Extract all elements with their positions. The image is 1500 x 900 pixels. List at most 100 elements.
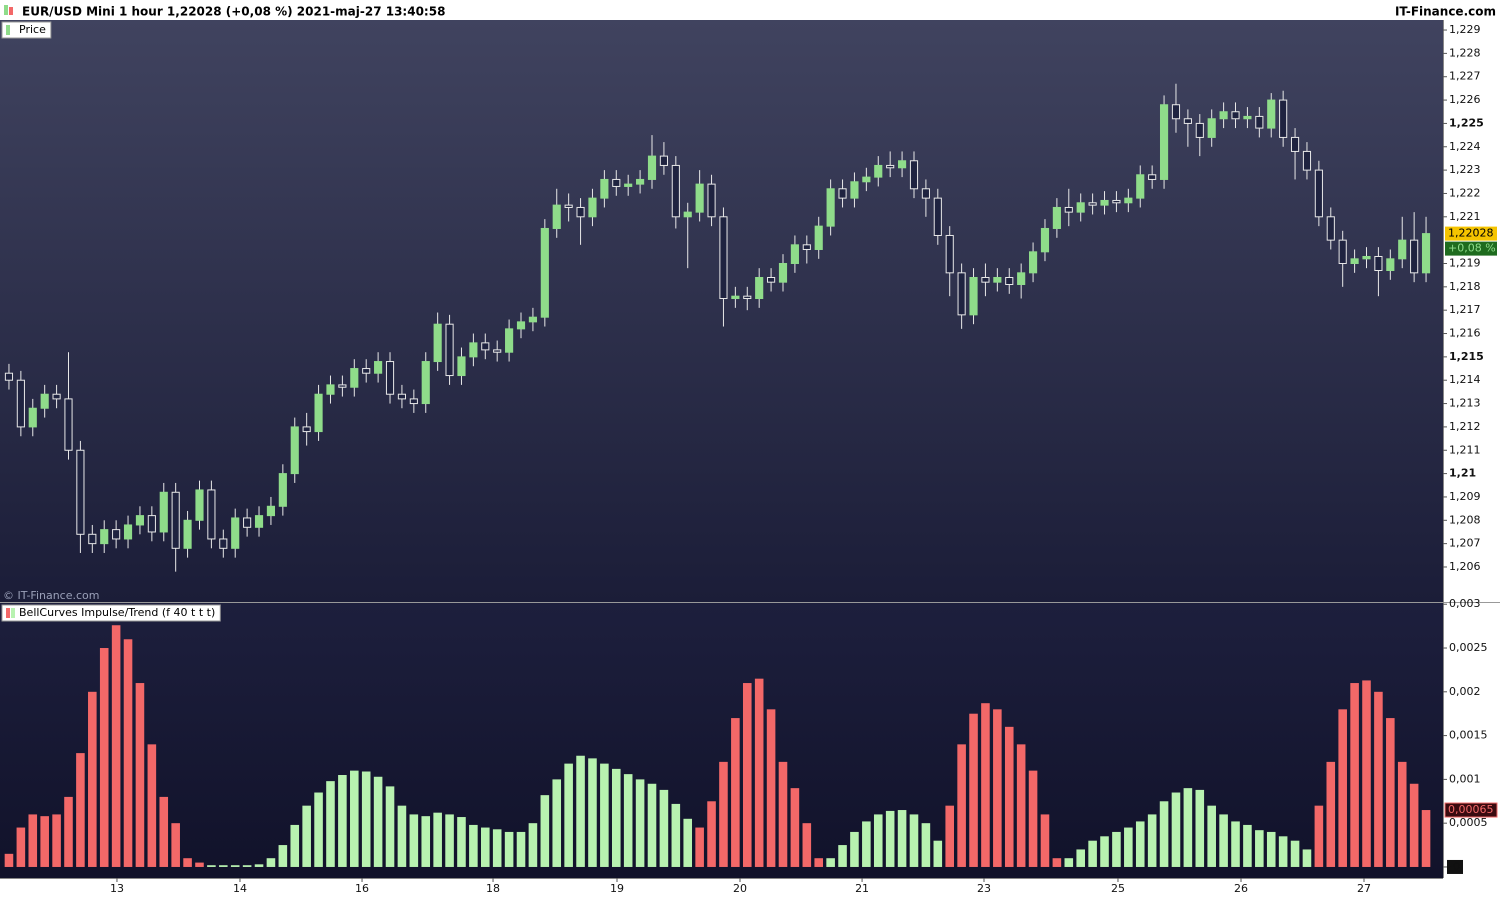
pane-title: Price: [19, 23, 46, 36]
histogram-bar: [778, 761, 788, 867]
y-tick-label: 0,0005: [1449, 816, 1488, 829]
candle-body: [731, 295, 740, 300]
histogram-bar: [99, 648, 109, 867]
histogram-bar: [1362, 680, 1371, 867]
histogram-bar: [635, 779, 645, 867]
histogram-bar: [278, 845, 288, 867]
histogram-bar: [195, 862, 204, 867]
last-price-box: [1445, 226, 1497, 241]
candle-body: [1171, 104, 1181, 120]
y-tick-label: 0,002: [1449, 685, 1481, 698]
histogram-bar: [1374, 691, 1383, 867]
histogram-bar: [1135, 821, 1145, 867]
histogram-bar: [373, 776, 383, 867]
candle-body: [1159, 104, 1169, 180]
histogram-bar: [135, 683, 145, 867]
histogram-bar: [1255, 830, 1264, 867]
candle-body: [1195, 122, 1204, 138]
histogram-bar: [838, 845, 847, 867]
legend-swatch: [11, 608, 15, 618]
histogram-bar: [564, 763, 573, 867]
candle-body: [1207, 118, 1216, 138]
y-tick-label: 1,21: [1449, 467, 1476, 480]
candle-body: [1398, 239, 1407, 260]
candle-body: [147, 515, 156, 533]
candle-body: [350, 368, 359, 388]
histogram-bar: [659, 789, 669, 867]
histogram-bar: [76, 753, 85, 867]
candle-body: [505, 328, 514, 353]
candle-body: [1421, 233, 1431, 274]
y-tick-label: 1,207: [1449, 537, 1481, 550]
histogram-bar: [1266, 831, 1276, 867]
histogram-bar: [147, 744, 157, 867]
y-tick-label: 1,213: [1449, 397, 1481, 410]
legend-box: [1, 604, 221, 622]
histogram-bar: [897, 810, 907, 867]
histogram-bar: [159, 796, 169, 867]
histogram-bar: [266, 858, 276, 867]
candle-body: [933, 197, 942, 236]
y-tick-label: 0,001: [1449, 772, 1481, 785]
y-tick-label: 1,217: [1449, 303, 1481, 316]
candle-body: [552, 204, 561, 229]
candle-body: [1028, 251, 1038, 274]
histogram-bar: [1004, 726, 1014, 867]
y-tick-label: 1,229: [1449, 23, 1481, 36]
candle-body: [385, 361, 395, 395]
candle-body: [1100, 199, 1109, 206]
candle-body: [481, 342, 490, 351]
candle-body: [469, 342, 478, 358]
candle-body: [88, 533, 97, 545]
histogram-bar: [671, 803, 681, 867]
candle-body: [826, 188, 835, 227]
candle-body: [183, 519, 192, 549]
histogram-bar: [4, 853, 14, 867]
candle-body: [790, 244, 799, 264]
histogram-bar: [1171, 792, 1181, 867]
last-price-label: 1,22028: [1448, 227, 1494, 240]
histogram-bar: [254, 864, 264, 867]
candle-body: [123, 524, 133, 540]
candle-body: [159, 491, 168, 533]
header-brand[interactable]: IT-Finance.com: [1395, 5, 1496, 19]
histogram-bar: [40, 816, 49, 867]
histogram-bar: [1338, 709, 1347, 867]
candle-body: [445, 323, 454, 377]
candle-body: [1255, 115, 1264, 129]
candle-body: [1314, 169, 1323, 218]
candle-body: [1076, 202, 1085, 213]
y-tick-label: 1,212: [1449, 420, 1481, 433]
histogram-bar: [52, 814, 61, 867]
candle-body: [516, 321, 526, 330]
histogram-bar: [314, 792, 323, 867]
candle-body: [755, 276, 764, 300]
pane-title: BellCurves Impulse/Trend (f 40 t t t): [19, 606, 215, 619]
histogram-bar: [742, 683, 752, 867]
y-tick-label: 0,003: [1449, 597, 1481, 610]
candle-body: [243, 517, 252, 528]
candle-body: [135, 515, 145, 526]
candle-body: [600, 178, 609, 199]
y-tick-label: 1,215: [1449, 350, 1484, 363]
candle-body: [100, 529, 109, 545]
candle-body: [397, 393, 407, 400]
candle-body: [1124, 197, 1133, 204]
x-tick-label: 23: [977, 882, 991, 895]
histogram-bar: [504, 831, 514, 867]
candle-body: [314, 393, 323, 433]
histogram-bar: [909, 814, 919, 867]
histogram-bar: [397, 805, 407, 867]
histogram-bar: [1350, 683, 1359, 867]
histogram-bar: [826, 858, 835, 867]
candle-body: [1088, 202, 1097, 206]
candle-body: [254, 515, 264, 528]
histogram-bar: [576, 755, 585, 867]
candle-body: [76, 449, 85, 535]
pane-legend: Price: [1, 21, 52, 39]
histogram-bar: [219, 865, 228, 867]
candle-body: [1374, 255, 1383, 271]
x-tick-label: 14: [233, 882, 247, 895]
last-value-label: 0,00065: [1448, 803, 1494, 816]
histogram-bar: [1064, 858, 1074, 867]
